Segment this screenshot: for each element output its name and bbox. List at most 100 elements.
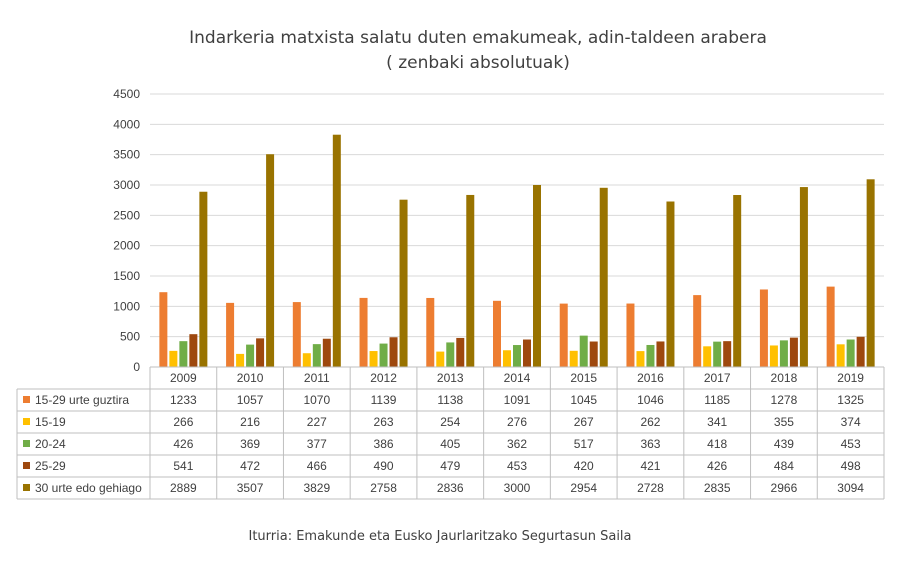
- bar: [733, 195, 742, 367]
- data-label: 2966: [771, 481, 798, 495]
- data-label: 355: [774, 415, 794, 429]
- data-label: 517: [574, 437, 594, 451]
- bar: [723, 341, 732, 367]
- data-label: 479: [440, 459, 460, 473]
- data-label: 2954: [570, 481, 597, 495]
- y-tick-label: 3500: [113, 148, 140, 162]
- data-label: 369: [240, 437, 260, 451]
- y-tick-label: 0: [133, 360, 140, 374]
- bar: [703, 346, 712, 367]
- data-label: 2835: [704, 481, 731, 495]
- data-label: 420: [574, 459, 594, 473]
- bar: [759, 289, 768, 367]
- data-label: 426: [707, 459, 727, 473]
- data-label: 2889: [170, 481, 197, 495]
- y-tick-label: 1000: [113, 299, 140, 313]
- legend-label: 15-19: [35, 415, 66, 429]
- data-label: 276: [507, 415, 527, 429]
- data-label: 341: [707, 415, 727, 429]
- data-table: 2009 2010 2011 2012 2013 2014 2015 2016 2017 2018…: [16, 366, 885, 500]
- data-label: 362: [507, 437, 527, 451]
- data-label: 266: [173, 415, 193, 429]
- bar: [169, 350, 178, 367]
- chart-subtitle: ( zenbaki absolutuak): [386, 53, 570, 73]
- source-note: Iturria: Emakunde eta Eusko Jaurlaritzak…: [248, 529, 631, 544]
- bar: [226, 302, 235, 367]
- y-tick-label: 4500: [113, 87, 140, 101]
- bar: [799, 187, 808, 367]
- bar: [436, 351, 445, 367]
- bars: [159, 134, 875, 367]
- x-tick-label: 2019: [837, 371, 864, 385]
- data-label: 377: [307, 437, 327, 451]
- data-label: 3829: [303, 481, 330, 495]
- bar: [446, 342, 455, 367]
- y-tick-label: 2500: [113, 208, 140, 222]
- y-tick-label: 2000: [113, 239, 140, 253]
- bar: [599, 187, 608, 367]
- data-label: 453: [507, 459, 527, 473]
- bar: [693, 295, 702, 367]
- bar: [646, 344, 655, 367]
- bar: [636, 351, 645, 367]
- bar: [369, 351, 378, 367]
- data-label: 227: [307, 415, 327, 429]
- data-label: 405: [440, 437, 460, 451]
- bar: [379, 343, 388, 367]
- x-tick-label: 2010: [237, 371, 264, 385]
- y-tick-label: 4000: [113, 117, 140, 131]
- bar: [266, 154, 275, 367]
- bar: [322, 338, 331, 367]
- y-tick-label: 500: [120, 330, 140, 344]
- data-label: 267: [574, 415, 594, 429]
- legend-swatch: [23, 440, 30, 447]
- data-label: 2728: [637, 481, 664, 495]
- legend-label: 20-24: [35, 437, 66, 451]
- x-tick-label: 2013: [437, 371, 464, 385]
- data-label: 1185: [704, 393, 730, 407]
- data-label: 1045: [570, 393, 597, 407]
- bar: [292, 302, 301, 367]
- data-label: 439: [774, 437, 794, 451]
- y-tick-label: 3000: [113, 178, 140, 192]
- bar: [846, 339, 855, 367]
- legend-swatch: [23, 484, 30, 491]
- data-label: 418: [707, 437, 727, 451]
- data-label: 386: [374, 437, 394, 451]
- data-label: 374: [841, 415, 861, 429]
- bar: [626, 303, 635, 367]
- data-label: 426: [173, 437, 193, 451]
- x-tick-label: 2012: [370, 371, 397, 385]
- bar: [159, 292, 168, 367]
- bar: [399, 199, 408, 367]
- legend-swatch: [23, 418, 30, 425]
- data-label: 472: [240, 459, 260, 473]
- bar: [579, 335, 588, 367]
- x-tick-label: 2011: [304, 371, 330, 385]
- bar: [589, 341, 598, 367]
- bar: [559, 303, 568, 367]
- data-label: 216: [240, 415, 260, 429]
- data-label: 1325: [837, 393, 864, 407]
- x-tick-label: 2016: [637, 371, 664, 385]
- bar: [302, 353, 311, 367]
- x-tick-label: 2014: [504, 371, 531, 385]
- data-label: 1139: [371, 393, 397, 407]
- data-label: 1091: [504, 393, 531, 407]
- legend-label: 25-29: [35, 459, 66, 473]
- data-label: 363: [640, 437, 660, 451]
- x-tick-label: 2009: [170, 371, 197, 385]
- bar: [199, 191, 208, 367]
- x-tick-label: 2018: [771, 371, 798, 385]
- data-label: 1046: [637, 393, 664, 407]
- data-label: 2836: [437, 481, 464, 495]
- chart-title: Indarkeria matxista salatu duten emakume…: [189, 28, 767, 48]
- legend-label: 15-29 urte guztira: [35, 393, 129, 407]
- bar: [246, 344, 255, 367]
- data-label: 1070: [303, 393, 330, 407]
- legend-swatch: [23, 462, 30, 469]
- bar: [256, 338, 265, 367]
- data-label: 484: [774, 459, 794, 473]
- data-label: 3000: [504, 481, 531, 495]
